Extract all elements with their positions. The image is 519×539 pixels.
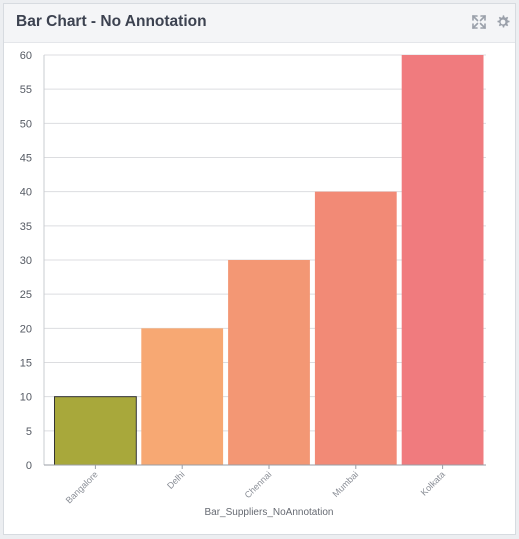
y-tick-label: 60 — [20, 50, 32, 62]
chart-title: Bar Chart - No Annotation — [16, 13, 207, 30]
gear-icon[interactable] — [495, 14, 511, 30]
bar-delhi[interactable] — [141, 328, 224, 465]
y-tick-label: 15 — [20, 358, 32, 370]
x-tick-label: Mumbai — [331, 469, 361, 499]
bar-mumbai[interactable] — [314, 191, 397, 465]
y-tick-label: 35 — [20, 221, 32, 233]
x-axis-title: Bar_Suppliers_NoAnnotation — [205, 507, 334, 518]
bars — [54, 55, 484, 466]
chart-area: 0 5 10 15 20 25 30 35 40 45 50 55 60 Bangalore Delhi C… — [4, 42, 515, 534]
y-tick-label: 10 — [20, 392, 32, 404]
axes — [43, 55, 486, 466]
bar-kolkata[interactable] — [401, 55, 484, 465]
x-tick-label: Delhi — [165, 469, 187, 491]
y-tick-labels: 0 5 10 15 20 25 30 35 40 45 50 55 60 — [20, 50, 32, 472]
bar-chart: 0 5 10 15 20 25 30 35 40 45 50 55 60 Bangalore Delhi C… — [20, 50, 486, 518]
y-tick-label: 0 — [26, 460, 32, 472]
y-tick-label: 40 — [20, 187, 32, 199]
y-tick-label: 55 — [20, 84, 32, 96]
bar-chennai[interactable] — [228, 260, 310, 465]
y-tick-label: 5 — [26, 426, 32, 438]
x-tick-label: Bangalore — [64, 469, 100, 505]
x-tick-labels: Bangalore Delhi Chennai Mumbai Kolkata — [64, 465, 447, 505]
x-tick-label: Chennai — [243, 469, 274, 500]
y-tick-label: 20 — [20, 323, 32, 335]
y-tick-label: 50 — [20, 118, 32, 130]
bar-bangalore[interactable] — [54, 396, 137, 466]
x-tick-label: Kolkata — [419, 469, 447, 497]
y-tick-label: 25 — [20, 289, 32, 301]
card-header: Bar Chart - No Annotation — [4, 4, 515, 43]
y-tick-label: 45 — [20, 153, 32, 165]
expand-icon[interactable] — [471, 14, 487, 30]
y-tick-label: 30 — [20, 255, 32, 267]
chart-card: Bar Chart - No Annotation — [3, 3, 516, 535]
